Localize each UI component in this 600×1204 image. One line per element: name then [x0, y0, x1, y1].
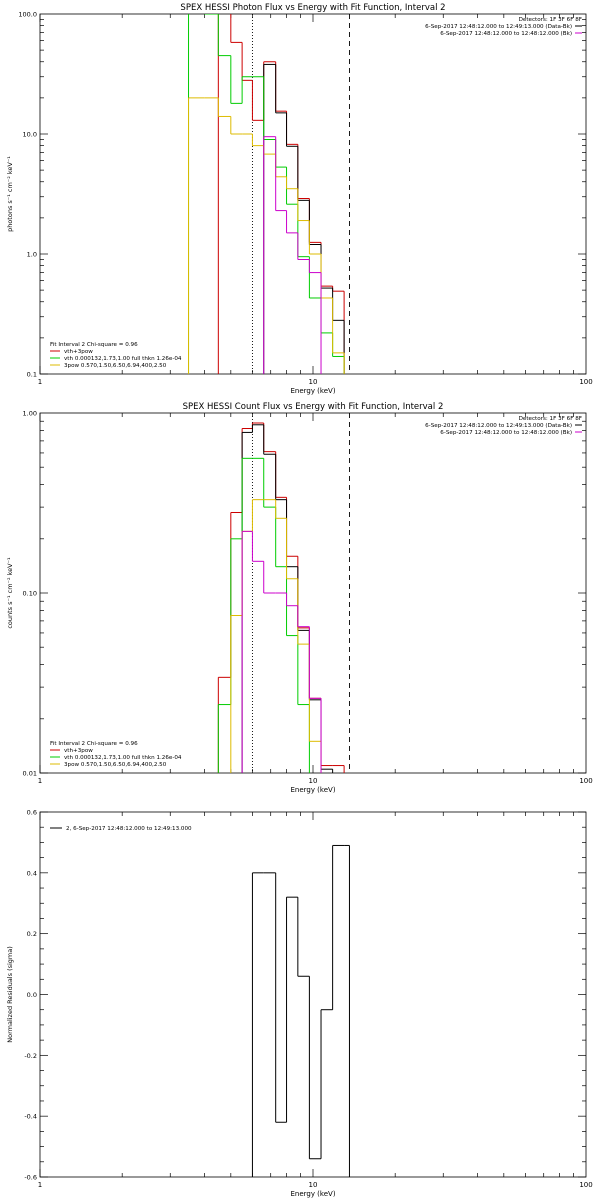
data-layer: [217, 422, 345, 773]
y-tick-label: 0.1: [27, 371, 37, 379]
fit-legend-text: 3pow 0.570,1.50,6.50,6.94,400,2.50: [64, 762, 167, 768]
detectors-label: Detectors: 1F 3F 6F 8F: [519, 416, 582, 422]
x-tick-label: 1: [38, 1181, 42, 1189]
panel-1: SPEX HESSI Photon Flux vs Energy with Fi…: [6, 3, 593, 395]
y-tick-label: 0.01: [23, 770, 37, 778]
y-tick-label: 0.0: [27, 991, 37, 999]
y-tick-label: 1.0: [27, 251, 37, 259]
panel-2: SPEX HESSI Count Flux vs Energy with Fit…: [6, 402, 593, 794]
top-legend-text: 6-Sep-2017 12:48:12.000 to 12:48:12.000 …: [440, 430, 572, 436]
y-tick-label: -0.6: [24, 1174, 37, 1182]
top-legend-text: 6-Sep-2017 12:48:12.000 to 12:48:12.000 …: [440, 31, 572, 37]
y-tick-label: -0.4: [24, 1113, 37, 1121]
x-tick-label: 100: [579, 1181, 592, 1189]
x-tick-label: 10: [309, 777, 318, 785]
x-tick-label: 1: [38, 777, 42, 785]
x-axis-label: Energy (keV): [290, 1190, 335, 1198]
fit-legend-text: vth 0.000132,1.73,1.00 full thkn 1.26e-0…: [64, 755, 182, 761]
fit-legend-text: vth 0.000132,1.73,1.00 full thkn 1.26e-0…: [64, 356, 182, 362]
y-tick-label: 0.10: [23, 590, 37, 598]
x-tick-label: 10: [309, 1181, 318, 1189]
y-tick-label: 0.2: [27, 930, 37, 938]
x-tick-label: 100: [579, 777, 592, 785]
data-layer: [251, 844, 350, 1177]
chart-title: SPEX HESSI Count Flux vs Energy with Fit…: [183, 402, 444, 412]
detectors-label: Detectors: 1F 3F 6F 8F: [519, 17, 582, 23]
top-legend-text: 6-Sep-2017 12:48:12.000 to 12:49:13.000 …: [425, 423, 572, 429]
y-tick-label: -0.2: [24, 1052, 37, 1060]
chart-title: SPEX HESSI Photon Flux vs Energy with Fi…: [180, 3, 445, 13]
fit-legend-text: 3pow 0.570,1.50,6.50,6.94,400,2.50: [64, 363, 167, 369]
x-tick-label: 100: [579, 378, 592, 386]
data-layer: [188, 14, 345, 374]
x-tick-label: 1: [38, 378, 42, 386]
fit-legend-text: vth+3pow: [64, 748, 93, 754]
y-tick-label: 0.4: [27, 869, 37, 877]
x-tick-label: 10: [309, 378, 318, 386]
y-tick-label: 100.0: [18, 11, 37, 19]
fit-header: Fit Interval 2 Chi-square = 0.96: [50, 741, 138, 747]
series-background: [241, 530, 322, 773]
x-axis-label: Energy (keV): [290, 387, 335, 395]
y-tick-label: 0.6: [27, 809, 37, 817]
y-axis-label: counts s⁻¹ cm⁻² keV⁻¹: [6, 557, 14, 629]
y-axis-label: Normalized Residuals (sigma): [6, 946, 14, 1043]
y-axis-label: photons s⁻¹ cm⁻² keV⁻¹: [6, 156, 14, 232]
residual-legend-text: 2, 6-Sep-2017 12:48:12.000 to 12:49:13.0…: [66, 826, 192, 832]
x-axis-label: Energy (keV): [290, 786, 335, 794]
series-residuals: [251, 844, 350, 1177]
fit-legend-text: vth+3pow: [64, 349, 93, 355]
fit-header: Fit Interval 2 Chi-square = 0.96: [50, 342, 138, 348]
top-legend-text: 6-Sep-2017 12:48:12.000 to 12:49:13.000 …: [425, 24, 572, 30]
panel-3: 1 10 100 Energy (keV) -0.6 -0.4 -0.2 0.0 0.2 0.4 0…: [6, 809, 593, 1199]
y-tick-label: 10.0: [23, 131, 37, 139]
y-tick-label: 1.00: [23, 410, 37, 418]
series-background: [263, 136, 322, 374]
